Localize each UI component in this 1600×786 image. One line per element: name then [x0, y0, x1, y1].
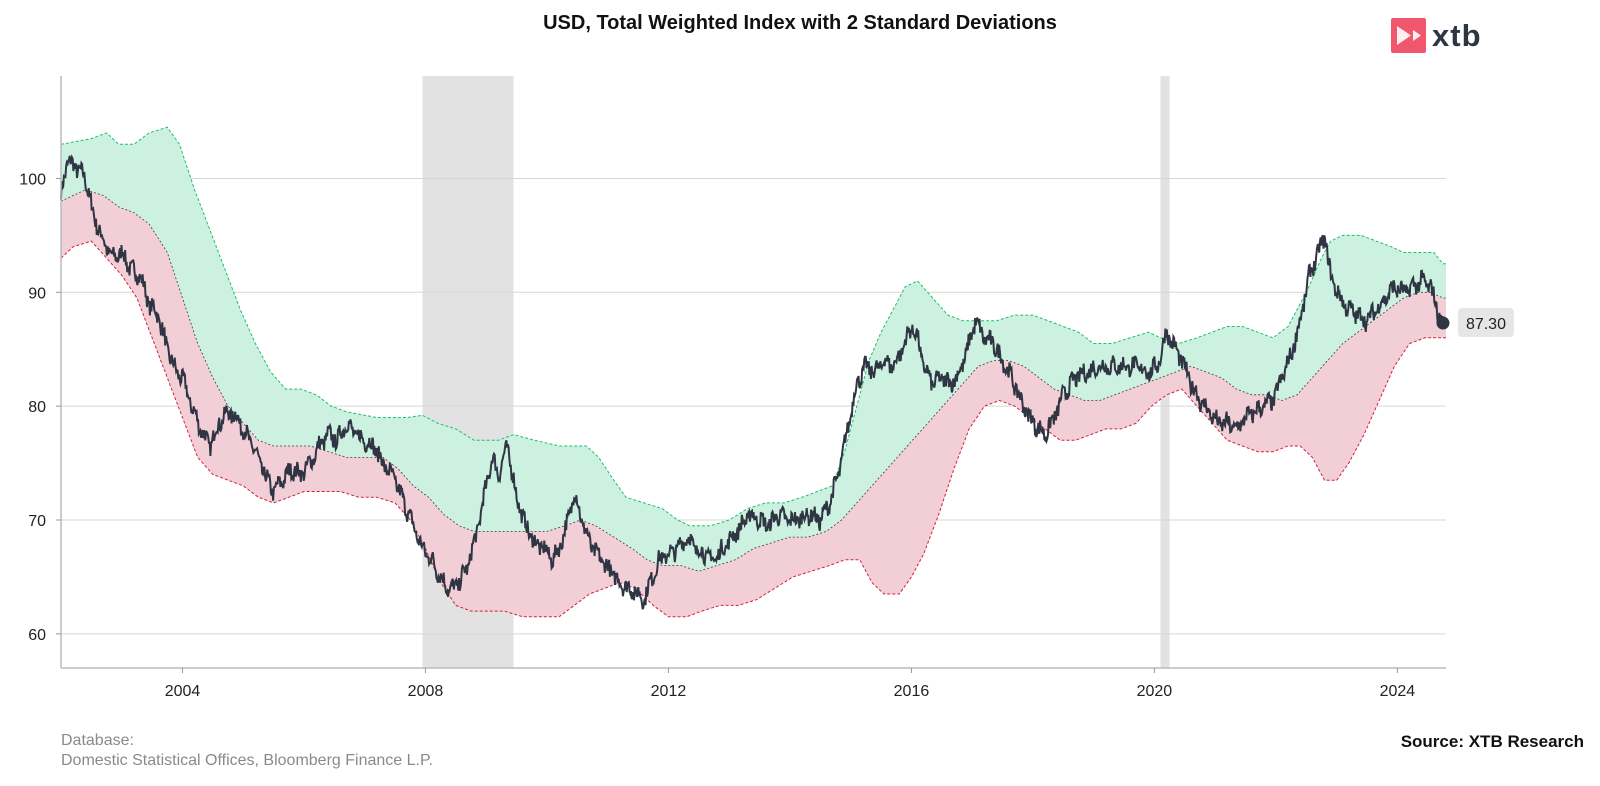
database-label: Database:	[61, 732, 134, 749]
x-tick-label: 2020	[1137, 683, 1173, 700]
x-tick-label: 2012	[651, 683, 687, 700]
last-value-badge: 87.30	[1457, 308, 1514, 338]
upper-band-line	[60, 126, 1446, 527]
database-note: Database: Domestic Statistical Offices, …	[61, 731, 433, 771]
x-tick-label: 2024	[1380, 683, 1416, 700]
last-value-label: 87.30	[1466, 316, 1506, 333]
y-axis-ticks: 60 70 80 90 100	[19, 171, 61, 644]
source-credit: Source: XTB Research	[1400, 732, 1584, 751]
lower-band-line	[60, 240, 1446, 618]
x-tick-label: 2016	[894, 683, 930, 700]
upper-band-area	[61, 127, 1446, 572]
axes	[60, 76, 1446, 669]
last-value-point	[1436, 316, 1450, 330]
y-tick-label: 90	[28, 285, 46, 302]
chart-title: USD, Total Weighted Index with 2 Standar…	[543, 12, 1057, 34]
x-tick-label: 2004	[165, 683, 201, 700]
logo-text: xtb	[1432, 17, 1482, 53]
x-axis-ticks: 2004 2008 2012 2016 2020 2024	[165, 668, 1416, 700]
x-tick-label: 2008	[408, 683, 444, 700]
xtb-logo: xtb	[1391, 17, 1482, 53]
index-series-line	[60, 154, 1444, 610]
xtb-logo-icon	[1391, 17, 1426, 53]
y-tick-label: 100	[19, 171, 46, 188]
y-tick-label: 70	[28, 513, 46, 530]
lower-band-area	[61, 189, 1446, 617]
database-value: Domestic Statistical Offices, Bloomberg …	[61, 752, 434, 769]
y-tick-label: 60	[28, 627, 46, 644]
y-tick-label: 80	[28, 399, 46, 416]
